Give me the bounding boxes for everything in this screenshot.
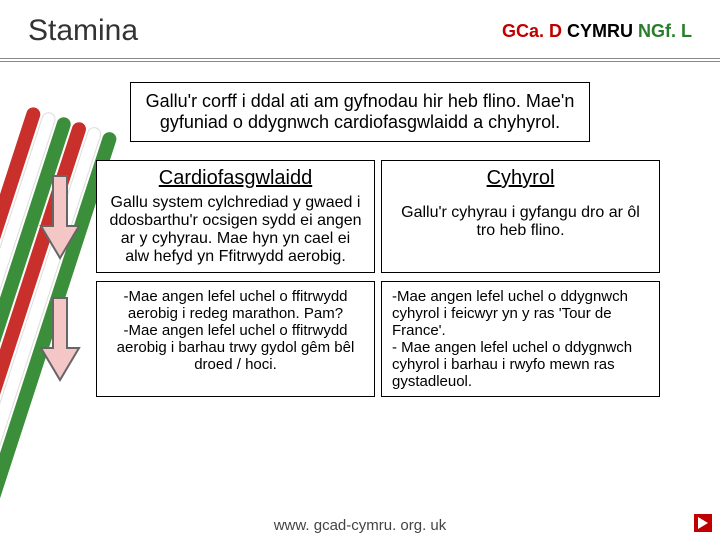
down-arrow-icon bbox=[37, 294, 83, 384]
next-slide-icon[interactable] bbox=[694, 514, 712, 532]
down-arrow-icon bbox=[37, 172, 83, 262]
brand-part-mid: CYMRU bbox=[562, 21, 638, 41]
muscular-examples-box: -Mae angen lefel uchel o ddygnwch cyhyro… bbox=[381, 281, 660, 397]
arrow-cell-2 bbox=[30, 281, 90, 397]
muscular-body: Gallu'r cyhyrau i gyfangu dro ar ôl tro … bbox=[392, 204, 649, 240]
content: Gallu'r corff i ddal ati am gyfnodau hir… bbox=[0, 62, 720, 407]
brand-label: GCa. D CYMRU NGf. L bbox=[502, 21, 692, 42]
cardio-box: Cardiofasgwlaidd Gallu system cylchredia… bbox=[96, 160, 375, 273]
footer-url: www. gcad-cymru. org. uk bbox=[0, 517, 720, 534]
muscular-heading: Cyhyrol bbox=[392, 167, 649, 190]
intro-box: Gallu'r corff i ddal ati am gyfnodau hir… bbox=[130, 82, 590, 142]
arrow-cell-1 bbox=[30, 160, 90, 273]
info-grid: Cardiofasgwlaidd Gallu system cylchredia… bbox=[30, 160, 660, 397]
header: Stamina GCa. D CYMRU NGf. L bbox=[0, 0, 720, 62]
muscular-box: Cyhyrol Gallu'r cyhyrau i gyfangu dro ar… bbox=[381, 160, 660, 273]
brand-part-green: NGf. L bbox=[638, 21, 692, 41]
page-title: Stamina bbox=[28, 14, 138, 48]
cardio-examples-box: -Mae angen lefel uchel o ffitrwydd aerob… bbox=[96, 281, 375, 397]
cardio-body: Gallu system cylchrediad y gwaed i ddosb… bbox=[107, 194, 364, 266]
cardio-heading: Cardiofasgwlaidd bbox=[107, 167, 364, 190]
brand-part-red: GCa. D bbox=[502, 21, 562, 41]
